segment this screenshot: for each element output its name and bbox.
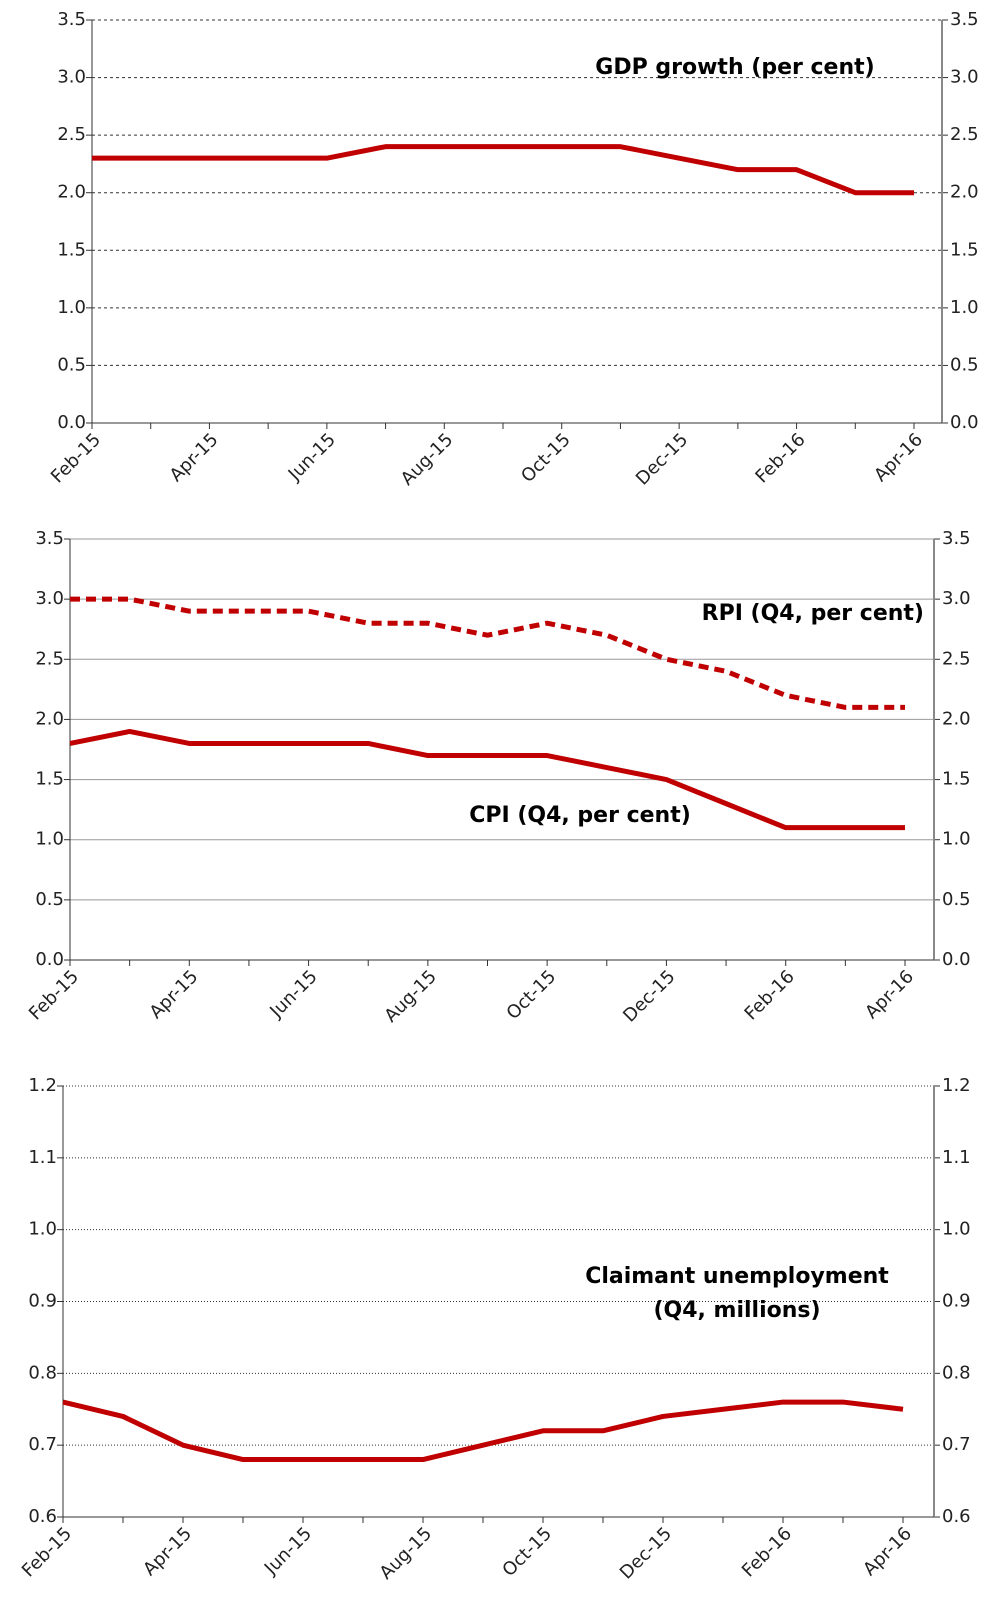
x-tick-label: Dec-15: [616, 1523, 676, 1583]
y-tick-label: 3.5: [57, 9, 86, 30]
x-tick-label: Oct-15: [503, 966, 561, 1024]
series-label: RPI (Q4, per cent): [702, 601, 924, 626]
y2-tick-label: 2.5: [942, 648, 971, 669]
y-tick-label: 0.9: [28, 1291, 57, 1312]
series-label: CPI (Q4, per cent): [469, 803, 691, 828]
y2-tick-label: 1.0: [950, 297, 979, 318]
y-tick-label: 1.0: [57, 297, 86, 318]
x-tick-label: Dec-15: [632, 429, 692, 489]
y2-tick-label: 0.9: [942, 1291, 971, 1312]
x-tick-label: Feb-16: [741, 966, 799, 1024]
y-tick-label: 3.0: [35, 588, 64, 609]
series-label: GDP growth (per cent): [595, 55, 874, 80]
y2-tick-label: 2.5: [950, 124, 979, 145]
y2-tick-label: 3.5: [950, 9, 979, 30]
annotation: Claimant unemployment: [585, 1264, 889, 1289]
x-tick-label: Feb-16: [738, 1523, 796, 1581]
x-tick-label: Aug-15: [376, 1523, 436, 1583]
y2-tick-label: 0.7: [942, 1434, 971, 1455]
y-tick-label: 2.5: [57, 124, 86, 145]
line-series: [62, 1399, 904, 1463]
y2-tick-label: 0.8: [942, 1362, 971, 1383]
x-tick-label: Apr-15: [166, 429, 223, 486]
y2-tick-label: 0.5: [942, 889, 971, 910]
x-tick-label: Dec-15: [619, 966, 679, 1026]
y-tick-label: 0.6: [28, 1506, 57, 1527]
y-tick-label: 0.0: [57, 412, 86, 433]
x-tick-label: Apr-16: [861, 966, 918, 1023]
x-tick-label: Jun-15: [265, 966, 321, 1022]
y-tick-label: 1.2: [28, 1075, 57, 1096]
x-tick-label: Feb-15: [25, 966, 83, 1024]
x-tick-label: Apr-15: [139, 1523, 196, 1580]
y2-tick-label: 0.0: [950, 412, 979, 433]
y2-tick-label: 1.0: [942, 1219, 971, 1240]
line-series: [69, 728, 905, 831]
y2-tick-label: 3.0: [950, 67, 979, 88]
x-tick-label: Apr-16: [870, 429, 927, 486]
y-tick-label: 2.0: [35, 708, 64, 729]
y2-tick-label: 3.0: [942, 588, 971, 609]
y2-tick-label: 1.2: [942, 1075, 971, 1096]
x-tick-label: Jun-15: [260, 1523, 316, 1579]
y2-tick-label: 1.0: [942, 829, 971, 850]
y-tick-label: 0.7: [28, 1434, 57, 1455]
y-tick-label: 0.8: [28, 1362, 57, 1383]
y-tick-label: 1.0: [35, 829, 64, 850]
x-tick-label: Aug-15: [397, 429, 457, 489]
x-tick-label: Feb-16: [751, 429, 809, 487]
y2-tick-label: 0.0: [942, 949, 971, 970]
x-tick-label: Oct-15: [517, 429, 575, 487]
y2-tick-label: 1.1: [942, 1147, 971, 1168]
y-tick-label: 1.1: [28, 1147, 57, 1168]
x-tick-label: Feb-15: [47, 429, 105, 487]
y-tick-label: 0.5: [57, 354, 86, 375]
y-tick-label: 0.5: [35, 889, 64, 910]
x-tick-label: Feb-15: [18, 1523, 76, 1581]
y2-tick-label: 2.0: [950, 182, 979, 203]
y2-tick-label: 2.0: [942, 708, 971, 729]
y-tick-label: 1.0: [28, 1219, 57, 1240]
x-tick-label: Jun-15: [284, 429, 340, 485]
y-tick-label: 1.5: [57, 239, 86, 260]
x-tick-label: Oct-15: [498, 1523, 556, 1581]
y2-tick-label: 0.6: [942, 1506, 971, 1527]
y-tick-label: 2.0: [57, 182, 86, 203]
x-tick-label: Apr-16: [859, 1523, 916, 1580]
y-tick-label: 1.5: [35, 769, 64, 790]
line-series: [70, 596, 905, 710]
y2-tick-label: 1.5: [950, 239, 979, 260]
y-tick-label: 2.5: [35, 648, 64, 669]
y-tick-label: 3.5: [35, 528, 64, 549]
line-series: [92, 144, 914, 196]
y2-tick-label: 3.5: [942, 528, 971, 549]
y2-tick-label: 0.5: [950, 354, 979, 375]
y-tick-label: 0.0: [35, 949, 64, 970]
x-tick-label: Apr-15: [146, 966, 203, 1023]
y2-tick-label: 1.5: [942, 769, 971, 790]
y-tick-label: 3.0: [57, 67, 86, 88]
x-tick-label: Aug-15: [380, 966, 440, 1026]
annotation: (Q4, millions): [653, 1298, 820, 1323]
